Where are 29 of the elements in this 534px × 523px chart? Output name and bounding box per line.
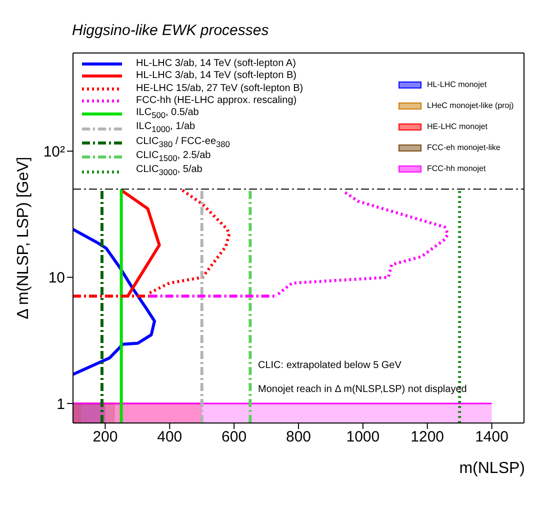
legend-label: FCC-hh (HE-LHC approx. rescaling) [136, 94, 297, 108]
legend-label: CLIC$_{380}$ / FCC-ee$_{380}$ [136, 136, 230, 150]
legend-label: FCC-eh monojet-like [427, 142, 500, 154]
y-tick-label: 10² [43, 143, 65, 160]
x-tick-label: 1400 [475, 428, 508, 446]
legend-label: ILC$_{500}$, 0.5/ab [136, 107, 199, 122]
legend-label: HE-LHC 15/ab, 27 TeV (soft-lepton B) [136, 82, 304, 95]
x-tick-label: 1200 [410, 428, 444, 446]
legend-label: HL-LHC 3/ab, 14 TeV (soft-lepton A) [136, 58, 296, 70]
legend-label: HL-LHC 3/ab, 14 TeV (soft-lepton B) [136, 70, 296, 83]
x-axis-title: m(NLSP) [459, 460, 525, 478]
y-tick-label: 10 [48, 270, 65, 287]
legend-label: ILC$_{1000}$, 1/ab [136, 121, 196, 136]
x-tick-label: 200 [92, 428, 118, 446]
y-tick-label: 1 [56, 396, 65, 413]
legend-label: CLIC$_{1500}$, 2.5/ab [136, 150, 211, 164]
x-tick-label: 800 [286, 428, 312, 446]
annotation: CLIC: extrapolated below 5 GeV [258, 360, 402, 371]
legend-label: CLIC$_{3000}$, 5/ab [136, 164, 202, 179]
chart-title: Higgsino-like EWK processes [72, 22, 269, 39]
legend-label: HL-LHC monojet [427, 79, 487, 91]
legend-label: FCC-hh monojet [427, 163, 486, 175]
legend-label: HE-LHC monojet [427, 121, 488, 133]
annotation: Monojet reach in Δ m(NLSP,LSP) not displayed [258, 384, 467, 395]
x-tick-label: 1000 [346, 428, 380, 446]
x-tick-label: 400 [157, 428, 182, 446]
legend-label: LHeC monojet-like (proj) [427, 100, 514, 112]
y-axis-title: Δ m(NLSP, LSP) [GeV] [15, 156, 33, 319]
x-tick-label: 600 [222, 428, 247, 446]
